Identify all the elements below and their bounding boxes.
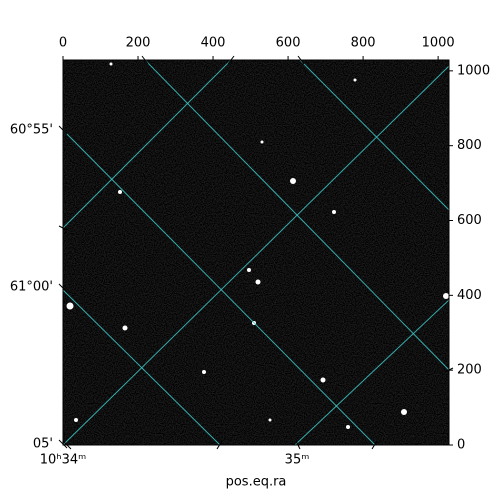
image	[63, 60, 449, 445]
y-tick-label: 200	[457, 363, 482, 378]
frame	[62, 59, 450, 446]
dec-tick-label: 61°00'	[10, 280, 53, 295]
x-tick-label: 400	[201, 36, 226, 51]
y-tick-label: 600	[457, 213, 482, 228]
x-tick-label: 800	[351, 36, 376, 51]
coordinate-grid	[63, 60, 449, 445]
x-axis-label: pos.eq.ra	[226, 475, 287, 490]
x-tick-label: 1000	[422, 36, 455, 51]
x-tick-label: 200	[126, 36, 151, 51]
x-tick-label: 600	[276, 36, 301, 51]
dec-tick-label: 60°55'	[10, 123, 53, 138]
stars	[66, 62, 449, 429]
y-tick-label: 800	[457, 138, 482, 153]
y-tick-label: 400	[457, 288, 482, 303]
dec-tick-label: 05'	[33, 437, 53, 452]
x-tick-label: 0	[59, 36, 67, 51]
world-ticks	[58, 55, 454, 450]
ra-tick-label: 10ʰ34ᵐ	[40, 453, 86, 468]
ra-tick-label: 35ᵐ	[285, 453, 310, 468]
y-tick-label: 1000	[457, 63, 490, 78]
y-tick-label: 0	[457, 438, 465, 453]
